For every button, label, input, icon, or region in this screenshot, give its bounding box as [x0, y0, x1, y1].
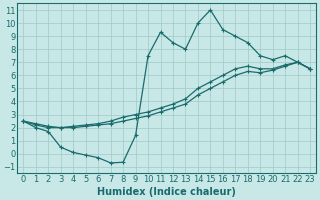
X-axis label: Humidex (Indice chaleur): Humidex (Indice chaleur): [97, 187, 236, 197]
